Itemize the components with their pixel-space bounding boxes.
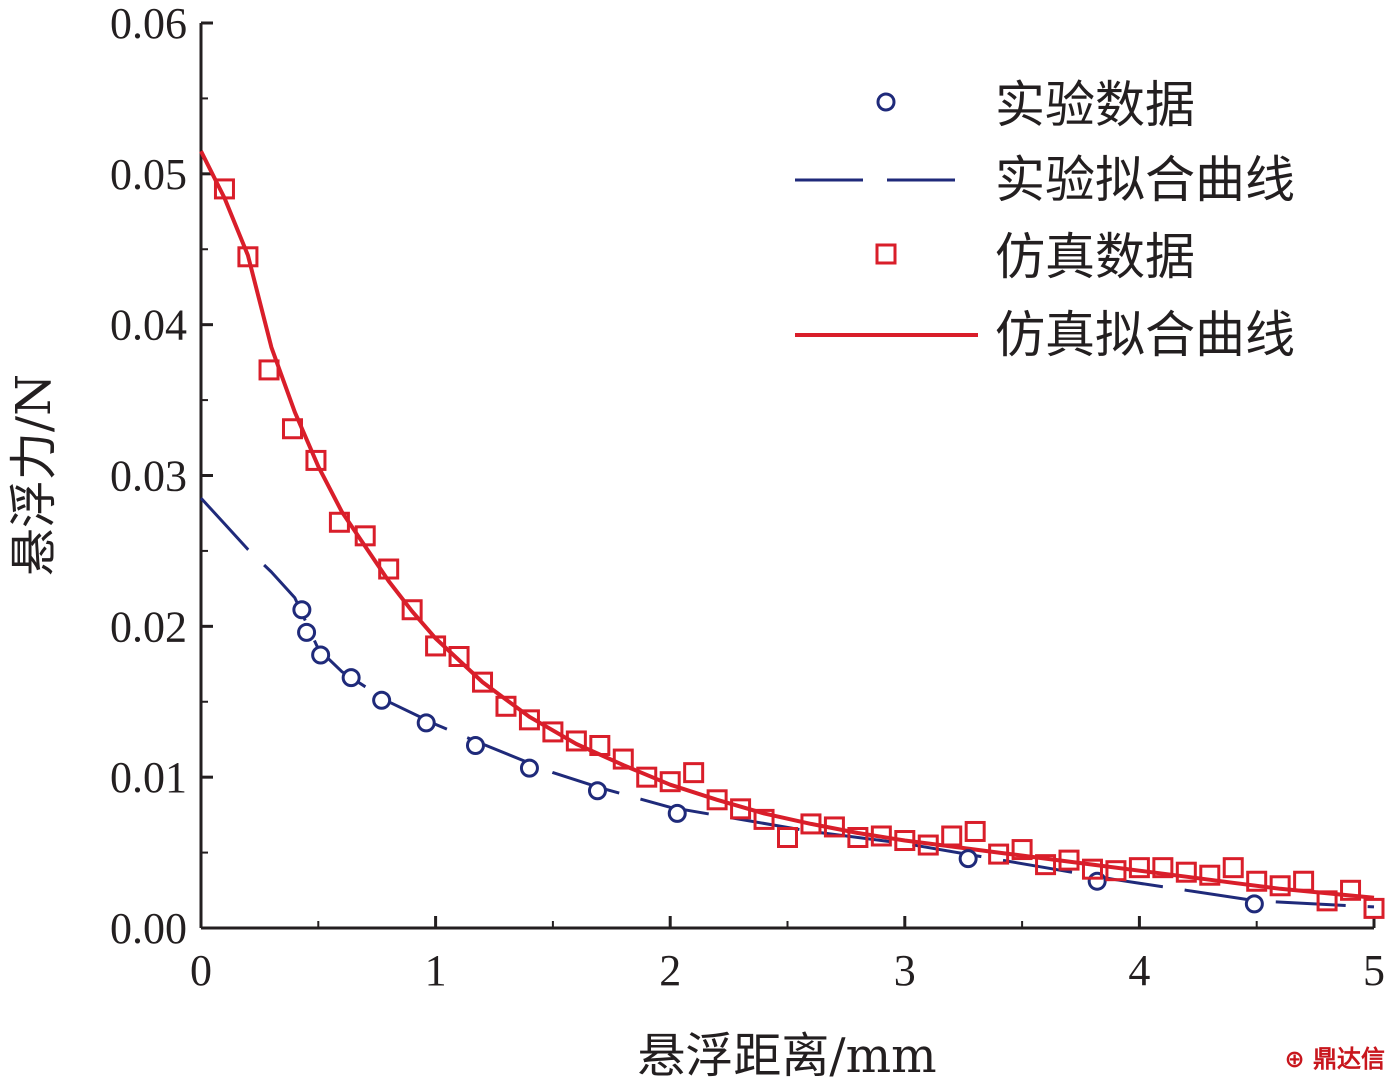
x-tick-label: 0 [190,946,212,995]
experiment-data-point [667,803,687,823]
simulation-data-point [472,671,494,693]
simulation-data-point [1199,864,1221,886]
simulation-data-point [941,825,963,847]
x-tick-label: 3 [894,946,916,995]
y-tick-label: 0.05 [110,150,187,199]
legend-square-marker [875,243,897,265]
plot-area [199,150,1385,919]
simulation-data-point [354,525,376,547]
legend-label: 仿真拟合曲线 [995,306,1295,364]
experiment-data-point [311,645,331,665]
experiment-fit-curve [199,497,1375,909]
simulation-data-point [777,827,798,848]
simulation-data-point [1035,854,1057,876]
y-tick-label: 0.04 [110,301,187,350]
experiment-data-point [292,600,312,620]
simulation-data-point [425,635,447,657]
x-tick-label: 2 [659,946,681,995]
simulation-data-point [917,834,939,856]
y-axis-title: 悬浮力/N [6,374,62,576]
experiment-data-point [416,713,436,733]
legend-label: 仿真数据 [995,228,1195,286]
y-tick-label: 0.03 [110,452,187,501]
y-tick-label: 0.00 [110,904,187,953]
ticks [199,21,1376,930]
simulation-data-point [542,721,564,743]
y-tick-label: 0.06 [110,0,187,48]
simulation-data-point [1175,861,1197,883]
simulation-data-point [237,246,259,268]
simulation-data-point [800,813,822,835]
simulation-data-point [401,599,423,621]
simulation-data-point [964,820,986,842]
tick-labels: 0 1 2 3 4 5 0.00 0.01 0.02 0.03 0.04 0.05 0.06 [110,0,1385,995]
x-axis-title: 悬浮距离/mm [637,1028,936,1080]
experiment-data-point [519,758,539,778]
simulation-data-point [1340,879,1362,901]
y-tick-label: 0.02 [110,602,187,651]
watermark-logo-icon: ⊕ [1284,1045,1305,1073]
simulation-data-point [1293,870,1315,892]
simulation-data-point [1152,857,1174,879]
simulation-data-point [1105,860,1127,882]
simulation-data-point [636,766,658,788]
simulation-data-point [1246,870,1268,892]
simulation-data-point [378,558,400,580]
simulation-data-point [1011,839,1033,861]
simulation-data-point [1316,890,1338,912]
simulation-data-point [213,178,235,200]
simulation-data-point [281,418,303,440]
simulation-data-point [1128,857,1150,879]
simulation-data-point [1222,857,1244,879]
x-tick-label: 1 [425,946,447,995]
simulation-data-point [1363,897,1385,919]
simulation-data-point [612,748,634,770]
legend-label: 实验拟合曲线 [995,151,1295,209]
legend-label: 实验数据 [995,76,1195,134]
x-tick-label: 4 [1128,946,1150,995]
legend-circle-marker [876,92,896,112]
watermark-text: 鼎达信 [1313,1045,1385,1073]
simulation-data-point [659,771,681,793]
simulation-data-point [1058,849,1080,871]
simulation-data-point [847,827,869,848]
simulation-data-point [448,646,470,667]
simulation-data-point [894,830,916,852]
simulation-data-point [870,825,892,847]
x-tick-label: 5 [1363,946,1385,995]
simulation-data-point [988,843,1010,865]
simulation-data-point [730,798,752,820]
simulation-data-point [305,449,327,471]
simulation-data-point [518,709,540,731]
simulation-data-point [589,734,611,756]
experiment-data-point [587,781,607,801]
simulation-data-point [1269,875,1291,897]
simulation-data-point [706,789,728,811]
simulation-data-point [1081,858,1103,880]
experiment-data-point [341,668,361,688]
watermark: ⊕ 鼎达信 [1285,1039,1385,1074]
simulation-data-point [495,695,517,717]
simulation-data-point [258,359,280,381]
simulation-data-point [823,816,845,838]
y-tick-label: 0.01 [110,753,187,802]
simulation-data-point [328,511,350,533]
experiment-data-point [1244,894,1264,914]
simulation-fit-curve [199,150,1375,900]
experiment-data-point [465,735,485,755]
experiment-data-point [372,690,392,710]
experiment-data-point [958,849,978,869]
simulation-data-point [683,762,705,784]
simulation-data-point [753,808,775,830]
simulation-data-point [565,730,587,752]
experiment-data-point [297,622,317,642]
